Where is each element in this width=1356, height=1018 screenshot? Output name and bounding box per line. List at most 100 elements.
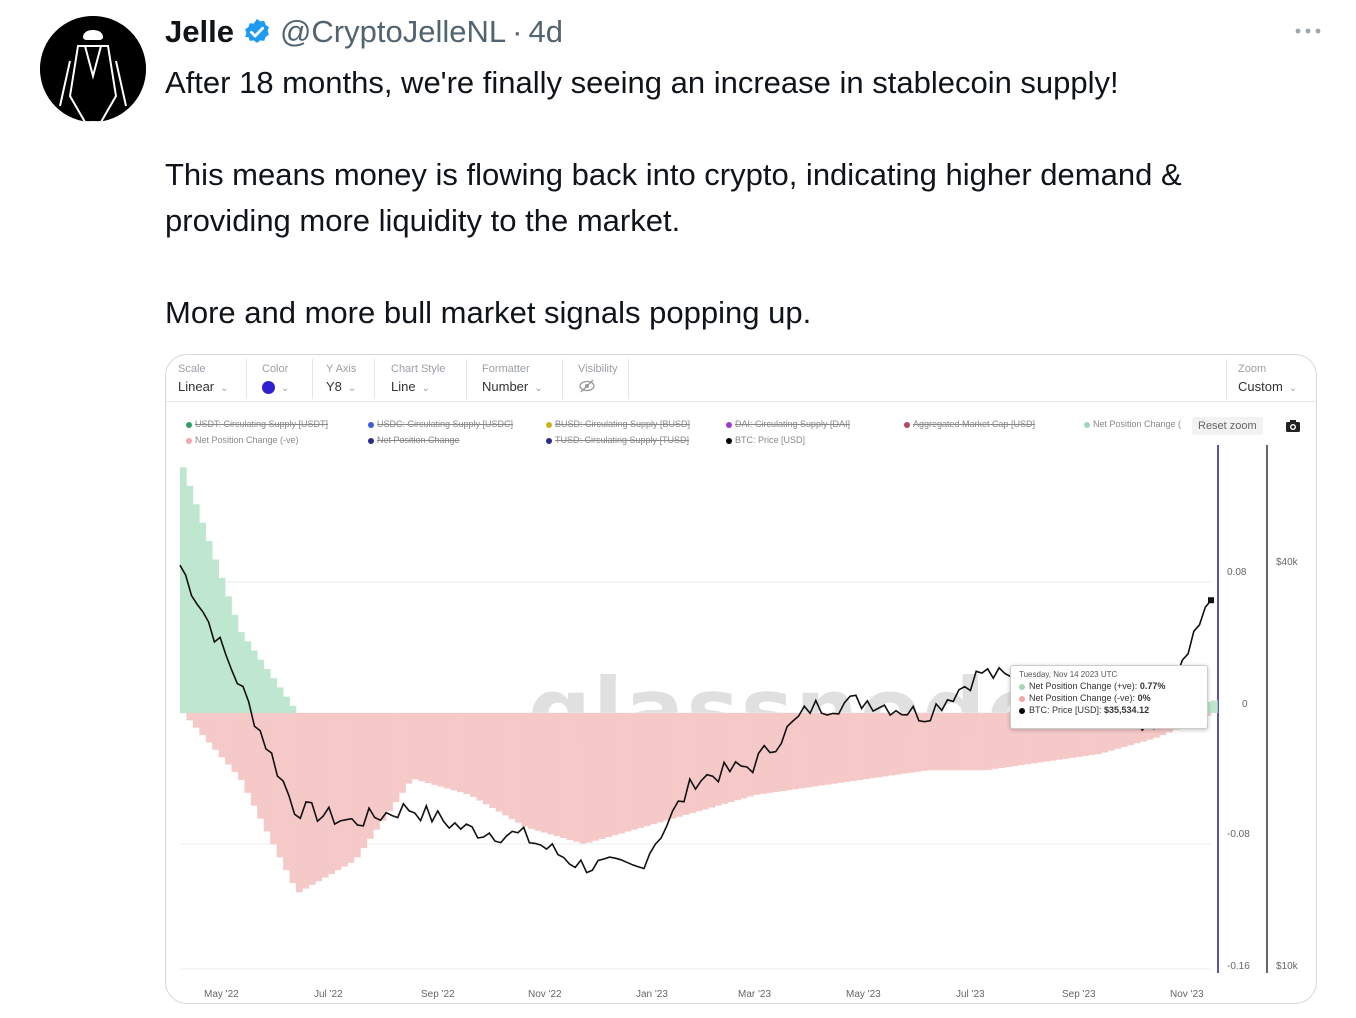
bar-negative	[1043, 713, 1051, 762]
bar-negative	[998, 713, 1006, 768]
bar-negative	[650, 713, 658, 825]
bar-negative	[1030, 713, 1038, 764]
bar-negative	[1101, 713, 1109, 753]
bar-negative	[386, 713, 393, 812]
tooltip-row: BTC: Price [USD]: $35,534.12	[1019, 705, 1199, 715]
y-axis-value: Y8	[326, 379, 342, 394]
bar-negative	[1004, 713, 1012, 768]
bar-positive	[205, 541, 213, 713]
bar-negative	[972, 713, 980, 771]
bar-negative	[411, 713, 419, 780]
legend-item[interactable]: USDT: Circulating Supply [USDT]	[186, 419, 328, 429]
bar-negative	[1062, 713, 1070, 759]
bar-negative	[540, 713, 548, 833]
chevron-down-icon: ⌄	[1288, 383, 1298, 394]
bar-positive	[250, 650, 258, 713]
bar-negative	[205, 713, 213, 743]
bar-negative	[289, 713, 297, 884]
scale-dropdown[interactable]: Scale Linear ⌄	[178, 363, 229, 397]
bar-negative	[1082, 713, 1089, 756]
x-tick: Jul '22	[314, 989, 343, 1000]
bar-negative	[895, 713, 902, 775]
bar-negative	[734, 713, 741, 801]
bar-negative	[328, 713, 335, 874]
bar-negative	[566, 713, 574, 840]
bar-negative	[399, 713, 406, 793]
bar-negative	[727, 713, 735, 803]
more-options-icon[interactable]	[1290, 16, 1326, 46]
color-dropdown[interactable]: Color ⌄	[262, 363, 289, 397]
legend-item[interactable]: Net Position Change (	[1084, 419, 1181, 429]
bar-negative	[225, 713, 232, 765]
eye-off-icon	[579, 379, 595, 393]
bar-negative	[366, 713, 374, 839]
bar-negative	[321, 713, 329, 878]
tweet-timestamp[interactable]: 4d	[528, 14, 563, 49]
y-right-tick: $40k	[1276, 557, 1298, 568]
x-tick: Nov '22	[528, 989, 562, 1000]
bar-negative	[1120, 713, 1128, 747]
visibility-label: Visibility	[578, 363, 618, 375]
bar-positive	[225, 596, 232, 713]
bar-negative	[785, 713, 793, 791]
y-axis-dropdown[interactable]: Y Axis Y8 ⌄	[326, 363, 356, 397]
bar-negative	[444, 713, 451, 789]
bar-negative	[1114, 713, 1122, 749]
legend-item[interactable]: BUSD: Circulating Supply [BUSD]	[546, 419, 690, 429]
bar-negative	[218, 713, 226, 758]
bar-negative	[656, 713, 664, 823]
visibility-toggle[interactable]: Visibility	[578, 363, 618, 397]
bar-negative	[676, 713, 683, 817]
bar-negative	[1024, 713, 1031, 765]
reset-zoom-button[interactable]: Reset zoom	[1192, 417, 1263, 435]
bar-negative	[257, 713, 265, 819]
bar-negative	[933, 713, 941, 771]
bar-negative	[250, 713, 258, 806]
formatter-value: Number	[482, 379, 529, 394]
legend-item[interactable]: USDC: Circulating Supply [USDC]	[368, 419, 513, 429]
tweet-media-chart[interactable]: Scale Linear ⌄ Color ⌄ Y Axis Y8 ⌄ Chart S…	[165, 354, 1317, 1004]
bar-positive	[186, 485, 194, 713]
bar-negative	[199, 713, 207, 736]
verified-badge-icon	[245, 18, 269, 43]
x-tick: Nov '23	[1170, 989, 1204, 1000]
zoom-dropdown[interactable]: Zoom Custom ⌄	[1238, 363, 1297, 397]
legend-item[interactable]: DAI: Circulating Supply [DAI]	[726, 419, 850, 429]
author-handle[interactable]: @CryptoJelleNL	[279, 14, 507, 49]
bar-negative	[811, 713, 819, 787]
bar-negative	[469, 713, 477, 797]
formatter-dropdown[interactable]: Formatter Number ⌄	[482, 363, 543, 397]
legend-item[interactable]: Net Position Change	[368, 435, 460, 445]
bar-negative	[476, 713, 484, 801]
bar-negative	[605, 713, 613, 838]
bar-negative	[875, 713, 883, 778]
bar-negative	[637, 713, 645, 828]
legend-item[interactable]: BTC: Price [USD]	[726, 435, 805, 445]
bar-positive	[231, 614, 239, 713]
bar-positive	[237, 632, 245, 713]
color-label: Color	[262, 363, 289, 375]
legend-item[interactable]: Net Position Change (-ve)	[186, 435, 299, 445]
y-axis-label: Y Axis	[326, 363, 357, 375]
avatar[interactable]	[40, 16, 146, 122]
bar-positive	[257, 659, 265, 713]
bar-negative	[1107, 713, 1115, 751]
bar-negative	[946, 713, 954, 771]
tooltip-row: Net Position Change (+ve): 0.77%	[1019, 681, 1199, 691]
bar-negative	[379, 713, 387, 821]
bar-negative	[463, 713, 471, 795]
bar-negative	[682, 713, 690, 815]
x-tick: May '23	[846, 989, 881, 1000]
bar-negative	[618, 713, 625, 834]
camera-icon[interactable]	[1285, 419, 1301, 433]
legend-item[interactable]: Aggregated Market Cap [USD]	[904, 419, 1035, 429]
bar-negative	[353, 713, 361, 858]
x-tick: Sep '22	[421, 989, 455, 1000]
tweet-paragraph-2: This means money is flowing back into cr…	[165, 157, 1182, 238]
bar-negative	[631, 713, 638, 830]
bar-negative	[585, 713, 593, 843]
author-name[interactable]: Jelle	[165, 14, 234, 49]
chart-style-dropdown[interactable]: Chart Style Line ⌄	[391, 363, 445, 397]
legend-item[interactable]: TUSD: Circulating Supply [TUSD]	[546, 435, 689, 445]
bar-negative	[482, 713, 490, 805]
